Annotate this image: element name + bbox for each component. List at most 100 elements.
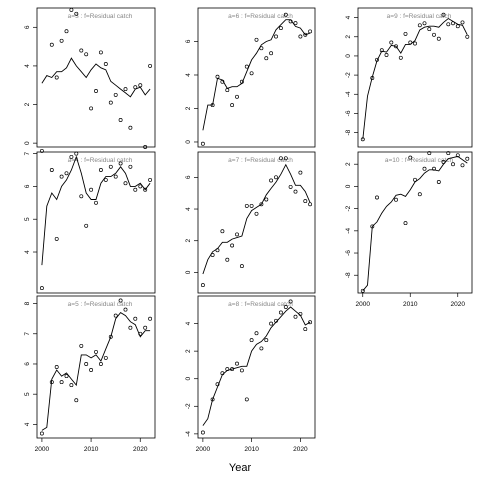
data-point xyxy=(455,24,460,29)
y-tick-label: 0 xyxy=(185,377,192,381)
data-point xyxy=(375,57,379,62)
data-point xyxy=(128,125,133,130)
data-point xyxy=(422,166,427,171)
data-point xyxy=(446,22,451,27)
data-point xyxy=(417,192,422,197)
y-tick-label: -2 xyxy=(345,205,352,211)
data-point xyxy=(264,338,269,343)
x-tick-label: 2000 xyxy=(196,446,211,453)
data-point xyxy=(254,37,259,42)
fitted-line xyxy=(202,19,311,131)
data-point xyxy=(432,32,436,37)
data-point xyxy=(108,164,113,169)
fitted-line xyxy=(202,306,311,426)
fitted-line xyxy=(41,155,151,266)
y-tick-label: -2 xyxy=(345,72,352,78)
data-point xyxy=(436,36,441,41)
panel-frame xyxy=(36,295,156,439)
data-point xyxy=(220,371,225,376)
data-point xyxy=(128,325,133,330)
data-point xyxy=(49,380,54,385)
data-point xyxy=(293,21,298,26)
data-point xyxy=(370,224,375,229)
y-tick-label: -8 xyxy=(345,272,352,278)
data-point xyxy=(239,79,244,84)
data-point xyxy=(54,75,59,80)
data-point xyxy=(288,19,293,24)
data-point xyxy=(225,88,230,93)
data-point xyxy=(59,174,64,179)
data-point xyxy=(360,137,365,142)
data-point xyxy=(465,34,470,39)
data-point xyxy=(283,156,288,161)
data-point xyxy=(59,38,64,43)
panel-title: a=7 : f=Residual catch xyxy=(228,157,293,164)
data-point xyxy=(133,316,138,321)
data-point xyxy=(235,232,239,237)
data-point xyxy=(98,362,103,366)
data-point xyxy=(210,103,215,108)
data-point xyxy=(293,189,298,194)
data-point xyxy=(200,283,205,288)
data-point xyxy=(417,23,422,28)
data-point xyxy=(200,141,205,146)
data-point xyxy=(49,42,54,47)
panel-title: a=9 : f=Residual catch xyxy=(387,13,452,20)
data-point xyxy=(230,367,235,372)
data-point xyxy=(133,187,138,192)
y-tick-label: 6 xyxy=(24,362,31,366)
data-point xyxy=(244,203,249,208)
data-point xyxy=(54,236,59,241)
data-point xyxy=(283,12,288,17)
y-tick-label: 2 xyxy=(185,239,192,243)
data-point xyxy=(422,21,427,26)
data-point xyxy=(446,151,451,156)
panel: a=9 : f=Residual catch -8 -6 -4 -2 0 2 4 xyxy=(345,7,473,148)
data-point xyxy=(118,161,123,166)
data-point xyxy=(403,221,408,226)
data-point xyxy=(39,431,44,436)
data-point xyxy=(269,178,274,183)
data-point xyxy=(413,177,417,182)
data-point xyxy=(148,177,153,182)
y-tick-label: 4 xyxy=(185,207,192,211)
data-point xyxy=(79,343,84,348)
data-point xyxy=(220,229,225,234)
data-point xyxy=(403,31,408,36)
data-point xyxy=(89,368,94,372)
y-tick-label: 0 xyxy=(185,270,192,274)
data-point xyxy=(89,106,94,111)
panel-title: a=5 : f=Residual catch xyxy=(68,301,133,308)
data-point xyxy=(235,361,239,366)
data-point xyxy=(249,203,254,208)
data-point xyxy=(259,346,264,351)
panel-frame xyxy=(357,7,473,148)
panel: a=6 : f=Residual catch 0 2 4 6 xyxy=(185,7,316,148)
data-point xyxy=(384,53,389,57)
data-point xyxy=(59,380,64,385)
fitted-line xyxy=(41,312,151,431)
panel-frame xyxy=(357,151,473,294)
data-point xyxy=(118,118,123,122)
y-tick-label: 6 xyxy=(185,175,192,179)
data-point xyxy=(432,166,436,171)
data-point xyxy=(394,197,398,202)
fitted-line xyxy=(41,57,151,98)
data-point xyxy=(269,321,274,326)
data-point xyxy=(274,318,278,323)
panel: a=3 : f=Residual catch 0 2 4 6 xyxy=(24,7,156,153)
data-point xyxy=(254,331,259,336)
data-point xyxy=(148,63,153,68)
data-point xyxy=(94,200,98,205)
data-point xyxy=(143,325,148,330)
y-tick-label: 0 xyxy=(24,141,31,145)
data-point xyxy=(79,48,84,53)
y-tick-label: 2 xyxy=(24,102,31,106)
x-tick-label: 2000 xyxy=(35,446,50,453)
data-point xyxy=(89,187,94,192)
data-point xyxy=(298,311,303,316)
data-point xyxy=(138,184,143,189)
data-point xyxy=(74,11,79,16)
y-tick-label: 0 xyxy=(345,184,352,188)
data-point xyxy=(138,83,143,88)
